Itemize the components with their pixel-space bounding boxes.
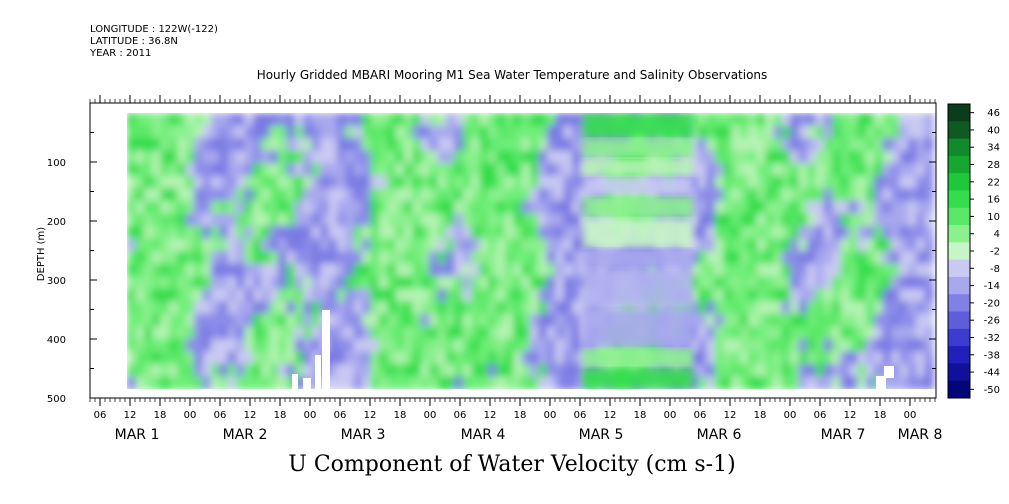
x-tick-label: 00 <box>784 410 797 421</box>
y-tick-label: 400 <box>47 335 66 346</box>
colorbar-swatch <box>948 346 970 364</box>
x-tick-label: 18 <box>874 410 887 421</box>
x-tick-label: 00 <box>544 410 557 421</box>
x-day-label: MAR 2 <box>223 427 268 443</box>
colorbar-swatch <box>948 225 970 243</box>
y-tick-label: 200 <box>47 217 66 228</box>
x-tick-label: 06 <box>574 410 587 421</box>
heatmap-field <box>90 103 936 398</box>
colorbar-level-label: 22 <box>987 177 1000 188</box>
x-tick-label: 06 <box>94 410 107 421</box>
x-tick-label: 18 <box>394 410 407 421</box>
colorbar-level-label: 16 <box>987 195 1000 206</box>
colorbar-level-label: 10 <box>987 212 1000 223</box>
colorbar-level-label: 34 <box>987 143 1000 154</box>
y-axis-label: DEPTH (m) <box>36 227 47 281</box>
x-tick-label: 12 <box>244 410 257 421</box>
x-tick-label: 18 <box>514 410 527 421</box>
variable-label: U Component of Water Velocity (cm s-1) <box>288 452 736 477</box>
x-tick-label: 00 <box>664 410 677 421</box>
colorbar-swatch <box>948 380 970 399</box>
x-tick-label: 06 <box>454 410 467 421</box>
x-day-label: MAR 3 <box>341 427 386 443</box>
colorbar-swatch <box>948 363 970 382</box>
colorbar-level-label: -20 <box>984 298 1000 309</box>
x-tick-label: 00 <box>304 410 317 421</box>
colorbar-level-label: -38 <box>984 350 1000 361</box>
metadata-block: LONGITUDE : 122W(-122) LATITUDE : 36.8N … <box>90 24 218 60</box>
colorbar-level-label: -26 <box>984 316 1000 327</box>
colorbar-swatch <box>948 276 970 295</box>
colorbar-swatch <box>948 121 970 140</box>
year-label: YEAR : 2011 <box>90 48 152 59</box>
x-day-label: MAR 5 <box>579 427 624 443</box>
x-tick-label: 12 <box>364 410 377 421</box>
colorbar-level-label: 46 <box>987 108 1000 119</box>
colorbar-swatch <box>948 173 970 191</box>
x-tick-label: 00 <box>184 410 197 421</box>
colorbar-level-label: 4 <box>994 229 1000 240</box>
colorbar-swatch <box>948 207 970 226</box>
y-tick-label: 300 <box>47 276 66 287</box>
y-tick-label: 500 <box>47 394 66 405</box>
x-day-label: MAR 1 <box>115 427 160 443</box>
colorbar-swatch <box>948 104 970 122</box>
colorbar-swatch <box>948 155 970 174</box>
colorbar-swatch <box>948 190 970 209</box>
colorbar-swatch <box>948 242 970 261</box>
colorbar-level-label: -50 <box>984 385 1000 396</box>
y-tick-label: 100 <box>47 158 66 169</box>
x-day-label: MAR 6 <box>697 427 742 443</box>
colorbar-level-label: 40 <box>987 125 1000 136</box>
x-tick-label: 06 <box>334 410 347 421</box>
colorbar-level-label: -8 <box>990 264 1000 275</box>
colorbar-swatch <box>948 259 970 278</box>
x-tick-label: 06 <box>214 410 227 421</box>
longitude-label: LONGITUDE : 122W(-122) <box>90 24 218 35</box>
x-tick-label: 18 <box>634 410 647 421</box>
x-tick-label: 06 <box>814 410 827 421</box>
x-tick-label: 00 <box>904 410 917 421</box>
colorbar-swatch <box>948 294 970 313</box>
colorbar: 46 40 34 28 22 16 10 4 -2 -8 -14 -20 -26 -32 -38 -44 -50 <box>947 103 1000 399</box>
x-tick-label: 18 <box>154 410 167 421</box>
x-tick-label: 12 <box>844 410 857 421</box>
x-tick-label: 00 <box>424 410 437 421</box>
colorbar-level-label: -2 <box>990 247 1000 258</box>
colorbar-level-label: -14 <box>984 281 1000 292</box>
colorbar-swatch <box>948 311 970 330</box>
x-tick-label: 18 <box>754 410 767 421</box>
colorbar-level-label: 28 <box>987 160 1000 171</box>
x-day-label: MAR 8 <box>898 427 943 443</box>
x-day-label: MAR 4 <box>461 427 506 443</box>
colorbar-level-label: -32 <box>984 333 1000 344</box>
axes: 100 200 300 400 500 06 12 18 00 06 12 18 00 06 12 18 00 0… <box>47 95 942 443</box>
x-day-label: MAR 7 <box>821 427 866 443</box>
chart-title: Hourly Gridded MBARI Mooring M1 Sea Wate… <box>256 68 768 82</box>
x-tick-label: 12 <box>124 410 137 421</box>
colorbar-swatch <box>948 328 970 347</box>
latitude-label: LATITUDE : 36.8N <box>90 36 178 47</box>
x-tick-label: 12 <box>724 410 737 421</box>
x-tick-label: 12 <box>484 410 497 421</box>
colorbar-swatch <box>948 138 970 157</box>
x-tick-label: 18 <box>274 410 287 421</box>
x-tick-label: 06 <box>694 410 707 421</box>
colorbar-level-label: -44 <box>984 368 1000 379</box>
x-tick-label: 12 <box>604 410 617 421</box>
